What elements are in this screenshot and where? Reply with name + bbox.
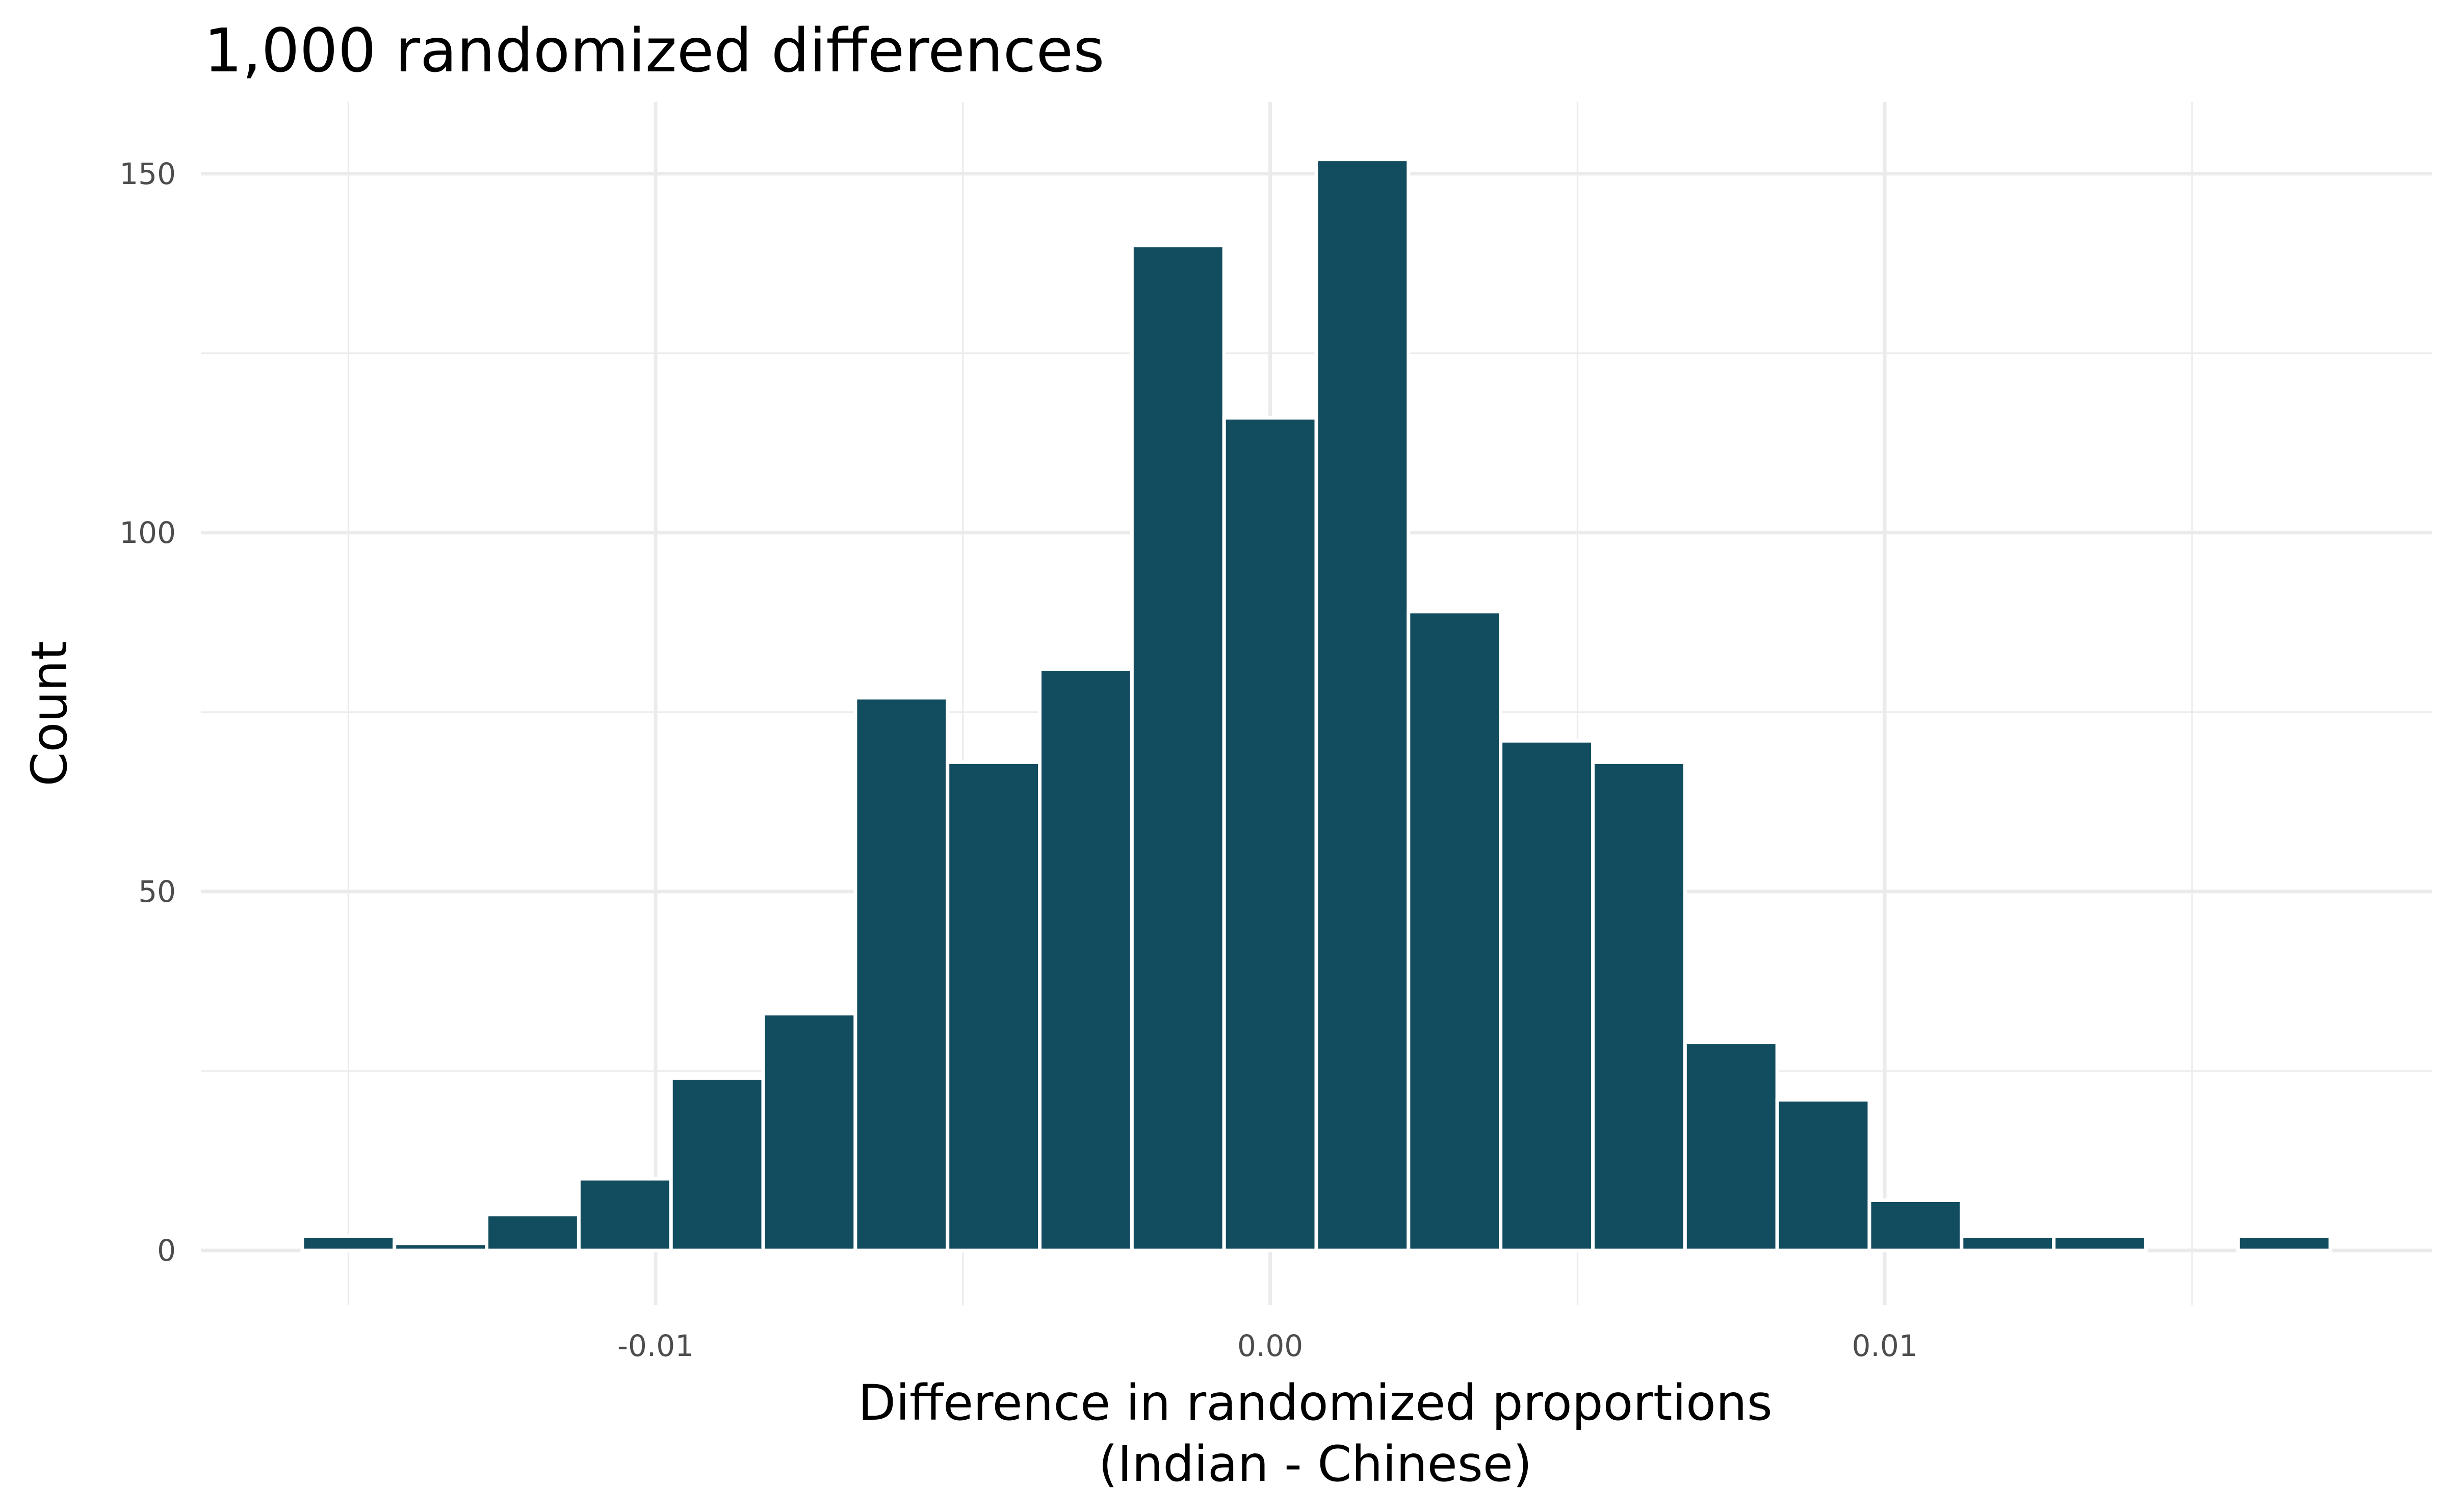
histogram-bar — [393, 1241, 489, 1253]
histogram-bar — [1960, 1234, 2056, 1253]
y-tick-label: 0 — [157, 1233, 176, 1268]
chart-title: 1,000 randomized differences — [204, 15, 1105, 86]
y-tick-label: 100 — [119, 515, 176, 550]
histogram-bar — [1407, 610, 1503, 1253]
histogram-bar — [1222, 416, 1318, 1253]
histogram-bar — [669, 1076, 765, 1253]
x-tick-label: -0.01 — [617, 1328, 694, 1363]
histogram-bar — [1499, 739, 1595, 1253]
histogram-bar — [853, 696, 950, 1253]
histogram-bar — [300, 1234, 397, 1253]
histogram-bar — [2236, 1234, 2332, 1253]
y-tick-label: 50 — [138, 874, 176, 909]
x-tick-label: 0.00 — [1237, 1328, 1303, 1363]
x-axis-title-line2: (Indian - Chinese) — [1099, 1436, 1532, 1493]
y-tick-label: 150 — [119, 157, 176, 191]
histogram-bar — [2052, 1234, 2148, 1253]
histogram-bar — [1867, 1198, 1964, 1253]
histogram-bar — [1130, 244, 1226, 1253]
x-tick-labels: -0.01 0.00 0.01 — [617, 1328, 1918, 1363]
histogram-bar — [761, 1011, 857, 1253]
histogram-bar — [1038, 667, 1134, 1253]
histogram-bar — [1775, 1098, 1871, 1253]
bars — [300, 158, 2332, 1253]
histogram-bar — [946, 760, 1042, 1253]
x-axis-title-line1: Difference in randomized proportions — [858, 1374, 1772, 1431]
histogram-bar — [1591, 760, 1687, 1253]
histogram-bar — [1314, 158, 1411, 1253]
histogram-bar — [1683, 1040, 1779, 1253]
y-axis-title: Count — [21, 641, 78, 786]
y-tick-labels: 0 50 100 150 — [119, 157, 176, 1268]
x-tick-label: 0.01 — [1852, 1328, 1918, 1363]
histogram-bar — [577, 1177, 673, 1253]
histogram-bar — [485, 1213, 581, 1253]
